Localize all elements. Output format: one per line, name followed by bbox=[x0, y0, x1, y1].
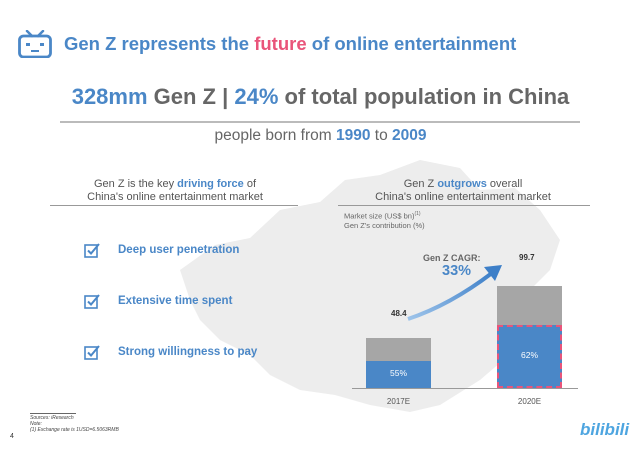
bullet-text: Deep user penetration bbox=[118, 244, 240, 256]
right-column-heading: Gen Z outgrows overall China's online en… bbox=[375, 178, 551, 203]
cagr-value: 33% bbox=[442, 263, 472, 279]
bar-share-label: 62% bbox=[520, 350, 538, 361]
bullet-item: Strong willingness to pay bbox=[84, 344, 257, 360]
chart-legend: Market size (US$ bn)(1) Gen Z's contribu… bbox=[344, 211, 425, 230]
china-map-shape bbox=[180, 160, 560, 412]
headline-divider bbox=[60, 121, 580, 123]
footnotes: Sources: iResearch Note: (1) Exchange ra… bbox=[30, 413, 119, 433]
growth-arrow bbox=[407, 265, 502, 321]
page-title: Gen Z represents the future of online en… bbox=[64, 33, 517, 54]
bar-other-segment bbox=[497, 286, 562, 325]
bar-genz-segment bbox=[497, 324, 562, 388]
genz-count: 328mm bbox=[71, 84, 148, 109]
genz-percent: 24% bbox=[234, 84, 279, 109]
bar-genz-segment bbox=[366, 360, 431, 388]
x-axis-line bbox=[352, 388, 578, 389]
checkbox-icon bbox=[84, 243, 100, 258]
left-column-heading: Gen Z is the key driving force of China'… bbox=[87, 178, 263, 203]
checkbox-icon bbox=[84, 345, 100, 360]
cagr-label: Gen Z CAGR: bbox=[423, 253, 481, 263]
bar-total-label: 48.4 bbox=[391, 309, 407, 319]
bullet-item: Deep user penetration bbox=[84, 242, 239, 258]
x-axis-label: 2017E bbox=[386, 397, 411, 406]
title-row: Gen Z represents the future of online en… bbox=[18, 26, 516, 62]
page-number: 4 bbox=[10, 433, 14, 440]
right-column-rule bbox=[338, 205, 590, 206]
left-column-rule bbox=[50, 205, 298, 206]
bullet-text: Strong willingness to pay bbox=[118, 346, 258, 358]
subline: people born from 1990 to 2009 bbox=[214, 127, 427, 144]
bullet-text: Extensive time spent bbox=[118, 295, 233, 307]
bar-other-segment bbox=[366, 338, 431, 361]
checkbox-icon bbox=[84, 294, 100, 309]
bar-share-label: 55% bbox=[389, 368, 407, 379]
bar-total-label: 99.7 bbox=[519, 253, 535, 262]
headline: 328mm Gen Z | 24% of total population in… bbox=[71, 84, 570, 109]
tv-mascot-icon bbox=[18, 30, 52, 58]
title-highlight: future bbox=[254, 33, 307, 54]
bullet-item: Extensive time spent bbox=[84, 293, 232, 309]
bilibili-logo: bilibili bbox=[580, 420, 630, 439]
china-map-background bbox=[180, 160, 560, 412]
x-axis-label: 2020E bbox=[517, 397, 542, 406]
